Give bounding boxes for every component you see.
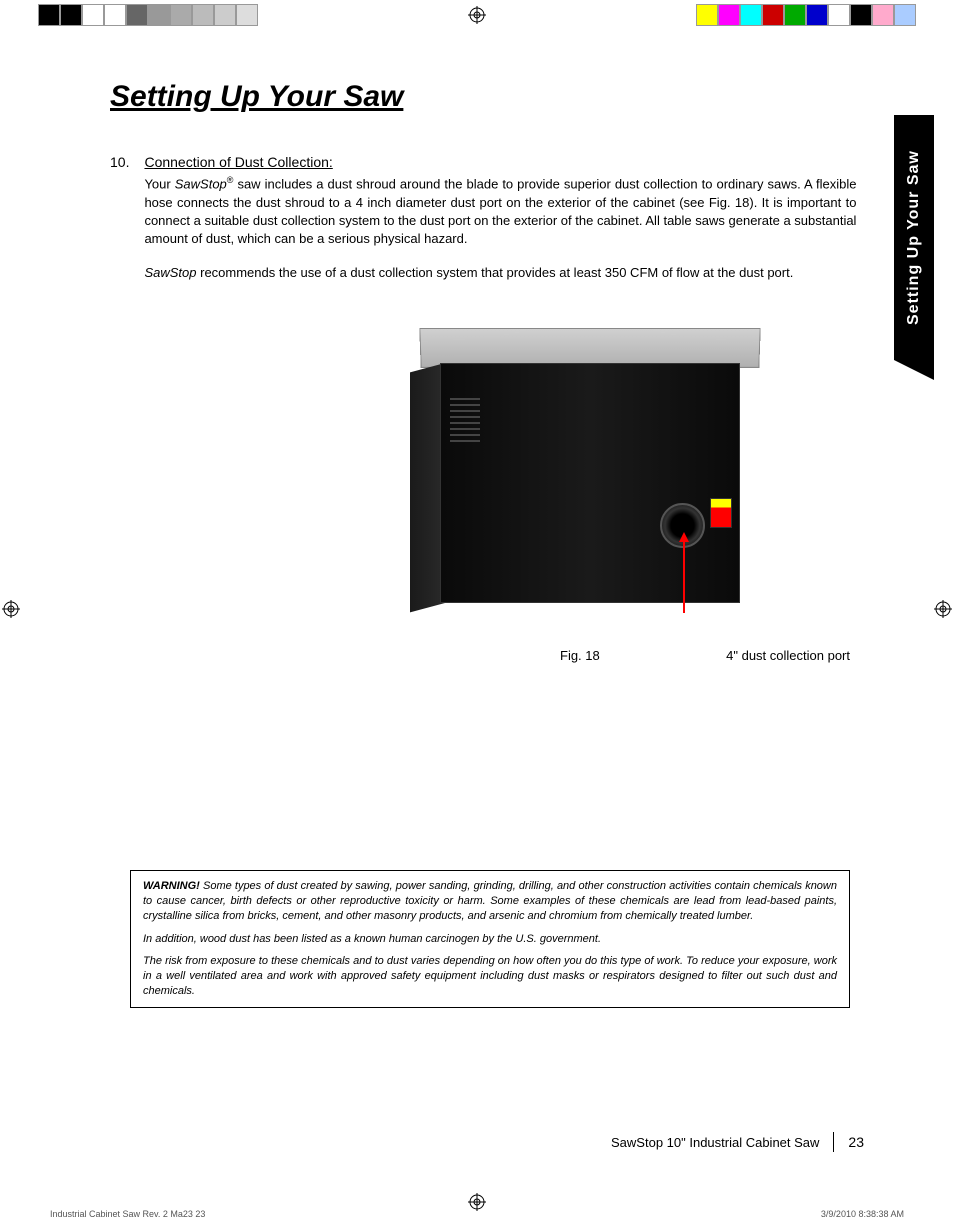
print-footer-right: 3/9/2010 8:38:38 AM — [821, 1209, 904, 1219]
registration-mark-icon — [468, 1193, 486, 1211]
section-number: 10. — [110, 154, 140, 170]
footer-divider — [833, 1132, 834, 1152]
vents — [450, 398, 480, 446]
page-footer: SawStop 10" Industrial Cabinet Saw 23 — [611, 1132, 864, 1152]
warning-p1: WARNING! Some types of dust created by s… — [143, 879, 837, 924]
cabinet-saw-illustration — [400, 328, 780, 608]
paragraph-1: Your SawStop® saw includes a dust shroud… — [144, 174, 856, 248]
footer-page-number: 23 — [848, 1134, 864, 1150]
side-tab: Setting Up Your Saw — [894, 115, 934, 360]
warning-box: WARNING! Some types of dust created by s… — [130, 870, 850, 1008]
figure-label: 4" dust collection port — [726, 648, 850, 663]
figure-18: Fig. 18 4" dust collection port — [400, 328, 830, 648]
color-bars-left — [38, 4, 258, 26]
side-tab-label: Setting Up Your Saw — [894, 115, 934, 360]
registration-mark-icon — [934, 600, 952, 618]
registration-mark-icon — [468, 6, 486, 24]
table-top — [419, 328, 760, 368]
figure-caption: Fig. 18 — [560, 648, 600, 663]
paragraph-2: SawStop recommends the use of a dust col… — [144, 264, 856, 282]
warning-label-icon — [710, 498, 732, 528]
color-bars-right — [696, 4, 916, 26]
section-content: Connection of Dust Collection: Your SawS… — [144, 154, 856, 298]
print-footer-left: Industrial Cabinet Saw Rev. 2 Ma23 23 — [50, 1209, 205, 1219]
section-10: 10. Connection of Dust Collection: Your … — [110, 154, 860, 298]
warning-p2: In addition, wood dust has been listed a… — [143, 932, 837, 947]
registration-mark-icon — [2, 600, 20, 618]
section-heading: Connection of Dust Collection: — [144, 154, 856, 170]
content-area: Setting Up Your Saw 10. Connection of Du… — [110, 80, 860, 648]
warning-p3: The risk from exposure to these chemical… — [143, 954, 837, 999]
cabinet-body — [440, 363, 740, 603]
footer-product: SawStop 10" Industrial Cabinet Saw — [611, 1135, 819, 1150]
callout-arrow-icon — [683, 538, 685, 613]
page-title: Setting Up Your Saw — [110, 80, 860, 114]
